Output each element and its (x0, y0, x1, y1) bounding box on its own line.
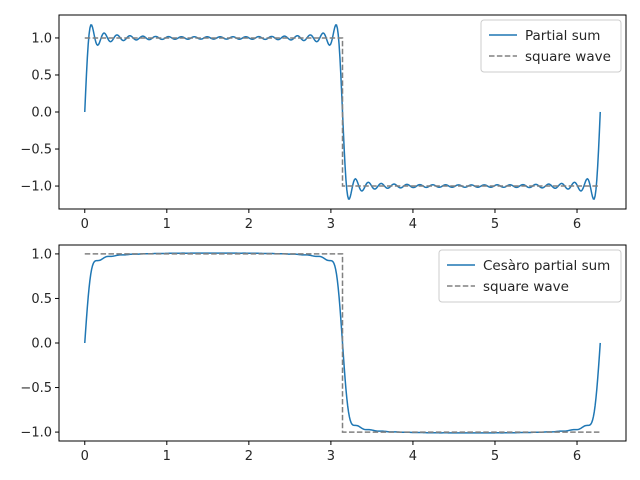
x-tick-label: 0 (81, 217, 89, 232)
x-tick-label: 4 (409, 217, 417, 232)
legend-box (480, 19, 622, 73)
x-tick-label: 1 (163, 449, 171, 464)
legend-entry: Cesàro partial sum (483, 258, 610, 274)
legend-box (438, 249, 622, 303)
y-tick-label: 0.5 (31, 68, 52, 83)
y-tick-label: 0.5 (31, 292, 52, 307)
series-square-wave-line (84, 37, 601, 187)
y-tick-label: −1.0 (20, 180, 52, 195)
series-ces-ro-partial-sum-line (84, 252, 601, 434)
y-tick-label: 1.0 (31, 31, 52, 46)
series-square-wave-line (84, 253, 601, 433)
chart-1: 0 1 2 3 4 5 6 −1.0 −0.5 0.0 0.5 1.0 Partial sum squar… (20, 14, 627, 232)
y-tick-label: −0.5 (20, 381, 52, 396)
x-tick-label: 6 (573, 217, 581, 232)
legend-entry: square wave (483, 279, 569, 295)
x-tick-label: 2 (245, 449, 253, 464)
x-tick-label: 3 (327, 217, 335, 232)
chart-2: 0 1 2 3 4 5 6 −1.0 −0.5 0.0 0.5 1.0 Cesàro partial s… (20, 244, 627, 464)
x-tick-label: 1 (163, 217, 171, 232)
y-tick-label: −1.0 (20, 426, 52, 441)
legend: Partial sum square wave (480, 19, 622, 73)
y-tick-label: 1.0 (31, 247, 52, 262)
x-tick-label: 6 (573, 449, 581, 464)
x-tick-label: 5 (491, 449, 499, 464)
legend-entry: Partial sum (525, 28, 600, 44)
x-tick-label: 5 (491, 217, 499, 232)
y-tick-label: 0.0 (31, 337, 52, 352)
y-tick-label: 0.0 (31, 106, 52, 121)
x-tick-label: 2 (245, 217, 253, 232)
y-tick-label: −0.5 (20, 143, 52, 158)
x-tick-label: 0 (81, 449, 89, 464)
legend: Cesàro partial sum square wave (438, 249, 622, 303)
legend-entry: square wave (525, 49, 611, 65)
x-tick-label: 4 (409, 449, 417, 464)
x-tick-label: 3 (327, 449, 335, 464)
